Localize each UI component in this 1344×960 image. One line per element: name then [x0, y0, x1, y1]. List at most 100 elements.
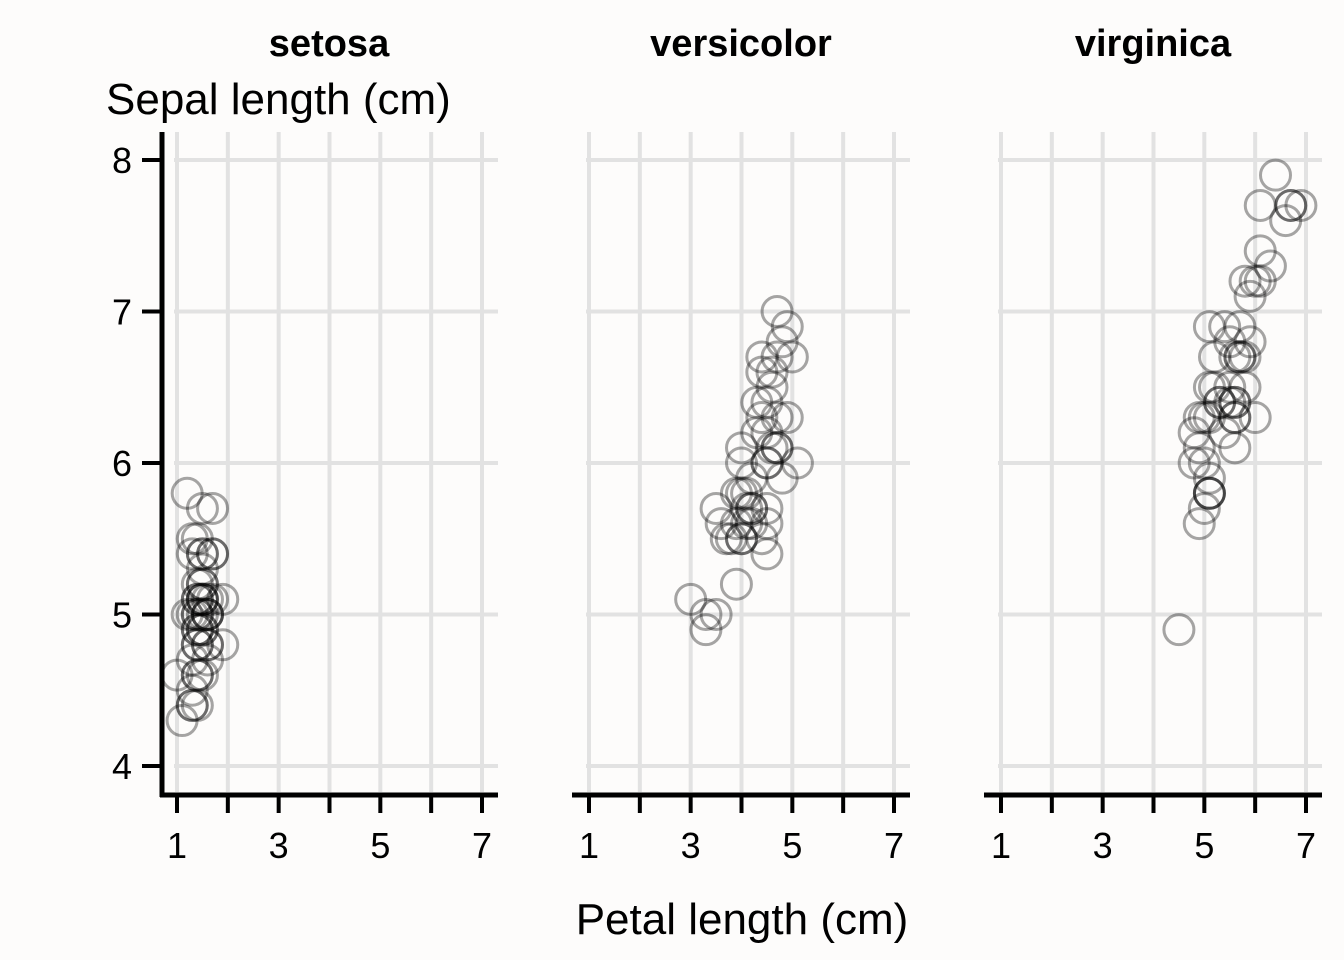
data-point [1182, 507, 1216, 541]
data-point [760, 340, 794, 374]
data-point [765, 325, 799, 359]
data-point [175, 598, 209, 631]
data-point [1187, 446, 1221, 480]
data-point [1233, 325, 1267, 359]
y-tick-label: 8 [112, 140, 132, 181]
data-point [196, 582, 230, 616]
x-tick-label: 5 [1194, 825, 1214, 866]
data-point [1213, 370, 1247, 404]
data-point [1218, 401, 1252, 435]
data-point [755, 355, 789, 389]
data-point [170, 476, 204, 510]
data-point [699, 598, 733, 631]
data-point [185, 537, 219, 571]
data-point [1243, 264, 1277, 298]
data-point [1274, 188, 1308, 222]
data-point [185, 567, 219, 601]
data-point [719, 567, 753, 601]
x-tick-label: 1 [167, 825, 187, 866]
x-tick-label: 7 [884, 825, 904, 866]
data-point [1203, 385, 1237, 419]
data-point [1238, 401, 1272, 435]
data-point [180, 522, 214, 556]
data-point [1198, 340, 1231, 374]
x-tick-label: 3 [681, 825, 701, 866]
data-point [1238, 264, 1272, 298]
data-point [750, 446, 784, 480]
data-point [730, 476, 764, 510]
data-point [1208, 416, 1242, 450]
data-point [699, 491, 733, 525]
data-point [780, 446, 814, 480]
x-tick-label: 1 [991, 825, 1011, 866]
data-point [206, 582, 240, 616]
data-point [185, 582, 219, 616]
data-point [1187, 491, 1221, 525]
data-point [1218, 385, 1252, 419]
data-point [1182, 431, 1216, 465]
data-point [1223, 340, 1257, 374]
data-point [1218, 431, 1252, 465]
data-point [1223, 340, 1257, 374]
data-point [185, 598, 219, 631]
data-point [185, 491, 219, 525]
data-point [760, 431, 794, 465]
facet-title: virginica [1075, 23, 1232, 65]
data-point [1228, 264, 1262, 298]
data-point [1253, 249, 1287, 283]
data-point [740, 385, 774, 419]
data-point [704, 507, 738, 541]
y-tick-label: 5 [112, 595, 132, 636]
data-point [765, 461, 799, 495]
data-point [196, 537, 230, 571]
data-point [1284, 188, 1318, 222]
data-point [740, 416, 774, 450]
data-point [725, 476, 758, 510]
x-tick-label: 3 [269, 825, 289, 866]
data-point [1208, 310, 1242, 344]
y-tick-label: 4 [112, 746, 132, 787]
data-point [180, 688, 214, 722]
data-point [750, 416, 784, 450]
facet-title: versicolor [650, 23, 832, 65]
data-point [206, 628, 240, 662]
data-point [755, 370, 789, 404]
data-point [1223, 310, 1257, 344]
data-point [165, 704, 199, 738]
data-point [725, 431, 758, 465]
data-point [745, 355, 779, 389]
data-point [185, 537, 219, 571]
x-tick-label: 3 [1093, 825, 1113, 866]
data-point [191, 582, 224, 616]
data-point [170, 598, 204, 631]
data-point [1192, 476, 1226, 510]
data-point [689, 598, 723, 631]
text-layer: Sepal length (cm) Petal length (cm) 1 3 5 7… [106, 23, 1316, 944]
data-point [175, 688, 209, 722]
data-point [180, 582, 214, 616]
data-point [735, 507, 769, 541]
data-point [1243, 234, 1277, 268]
data-point [750, 507, 784, 541]
data-point [755, 431, 789, 465]
y-tick-label: 6 [112, 443, 132, 484]
data-point [1198, 370, 1231, 404]
data-point [1203, 385, 1237, 419]
data-point [180, 658, 214, 692]
y-axis-title: Sepal length (cm) [106, 75, 451, 124]
grid-layer [174, 132, 1322, 792]
data-point [1192, 476, 1226, 510]
data-point [185, 582, 219, 616]
data-point [1187, 401, 1221, 435]
y-tick-label: 7 [112, 292, 132, 333]
data-point [775, 340, 809, 374]
data-point [180, 582, 214, 616]
data-point [175, 643, 209, 677]
data-point [1192, 476, 1226, 510]
data-point [745, 522, 779, 556]
data-point [709, 522, 743, 556]
facet-title: setosa [269, 23, 390, 65]
data-point [745, 340, 779, 374]
axes-layer [142, 132, 1322, 813]
